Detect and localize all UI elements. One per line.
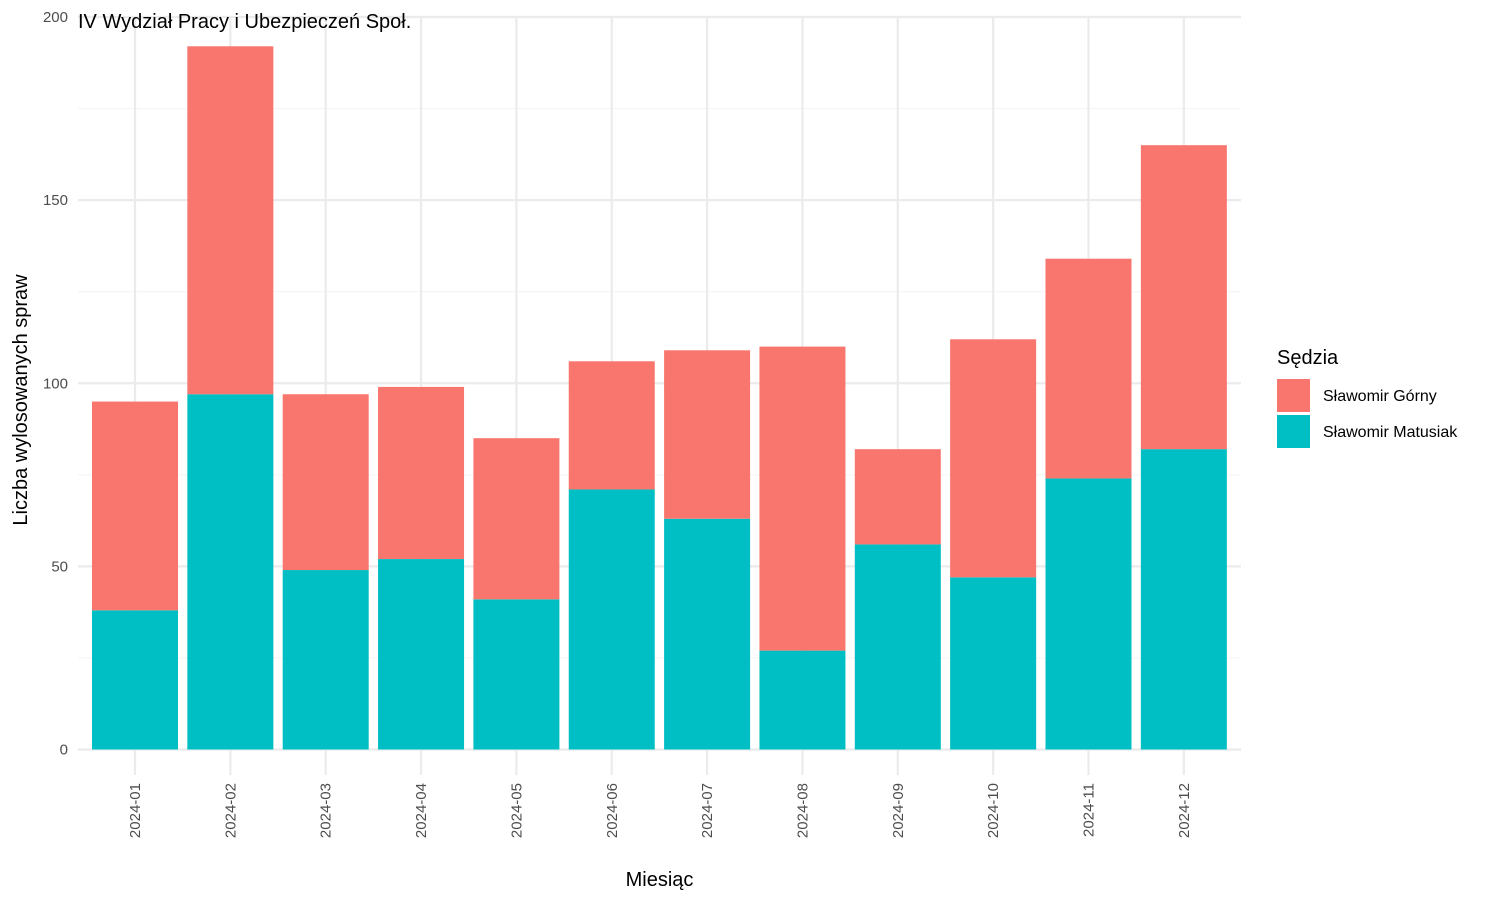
- x-tick-label: 2024-10: [985, 783, 1002, 838]
- legend-swatch: [1277, 379, 1310, 412]
- y-axis-title: Liczba wylosowanych spraw: [10, 274, 32, 526]
- x-tick-label: 2024-09: [890, 783, 907, 838]
- x-tick-label: 2024-11: [1081, 783, 1098, 837]
- bar-gorny-2024-04: [378, 386, 465, 560]
- bar-gorny-2024-12: [1140, 145, 1227, 450]
- bar-gorny-2024-07: [664, 350, 751, 519]
- legend-label: Sławomir Matusiak: [1323, 424, 1458, 441]
- legend-label: Sławomir Górny: [1323, 388, 1437, 405]
- bar-matusiak-2024-05: [473, 599, 560, 750]
- bar-matusiak-2024-02: [187, 394, 274, 750]
- bar-gorny-2024-05: [473, 438, 560, 600]
- x-axis-ticks: 2024-01 2024-02 2024-03 2024-04 2024-05 2024-…: [127, 783, 1193, 838]
- bar-matusiak-2024-08: [759, 650, 846, 750]
- bar-matusiak-2024-06: [568, 489, 655, 750]
- y-tick-label: 150: [43, 192, 68, 209]
- x-tick-label: 2024-07: [699, 783, 716, 838]
- bar-gorny-2024-08: [759, 346, 846, 651]
- bar-gorny-2024-06: [568, 361, 655, 490]
- legend-title: Sędzia: [1277, 347, 1339, 369]
- bar-gorny-2024-10: [950, 339, 1037, 578]
- bar-matusiak-2024-03: [282, 570, 369, 750]
- bar-gorny-2024-09: [854, 449, 941, 545]
- x-axis-title: Miesiąc: [626, 869, 694, 891]
- x-tick-label: 2024-02: [222, 783, 239, 838]
- legend: Sędzia Sławomir Górny Sławomir Matusiak: [1277, 347, 1458, 448]
- bar-matusiak-2024-04: [378, 559, 465, 750]
- bars: [92, 46, 1227, 750]
- bar-matusiak-2024-09: [854, 544, 941, 750]
- bar-matusiak-2024-12: [1140, 449, 1227, 750]
- bar-matusiak-2024-11: [1045, 478, 1132, 750]
- x-tick-label: 2024-08: [794, 783, 811, 838]
- bar-gorny-2024-02: [187, 46, 274, 395]
- chart-title: IV Wydział Pracy i Ubezpieczeń Społ.: [78, 11, 411, 33]
- x-tick-label: 2024-03: [318, 783, 335, 838]
- x-tick-label: 2024-05: [508, 783, 525, 838]
- y-tick-label: 50: [51, 558, 68, 575]
- bar-matusiak-2024-01: [92, 610, 178, 750]
- x-tick-label: 2024-04: [413, 783, 430, 838]
- y-tick-label: 0: [60, 742, 68, 759]
- bar-gorny-2024-01: [92, 401, 178, 611]
- y-axis-ticks: 0 50 100 150 200: [43, 9, 68, 759]
- bar-matusiak-2024-10: [950, 577, 1037, 750]
- x-tick-label: 2024-01: [127, 783, 144, 838]
- x-tick-label: 2024-12: [1176, 783, 1193, 838]
- bar-gorny-2024-11: [1045, 258, 1132, 479]
- bar-gorny-2024-03: [282, 394, 369, 571]
- x-tick-label: 2024-06: [604, 783, 621, 838]
- y-tick-label: 200: [43, 9, 68, 26]
- y-tick-label: 100: [43, 375, 68, 392]
- bar-matusiak-2024-07: [664, 518, 751, 750]
- legend-swatch: [1277, 415, 1310, 448]
- legend-entries: Sławomir Górny Sławomir Matusiak: [1277, 379, 1458, 448]
